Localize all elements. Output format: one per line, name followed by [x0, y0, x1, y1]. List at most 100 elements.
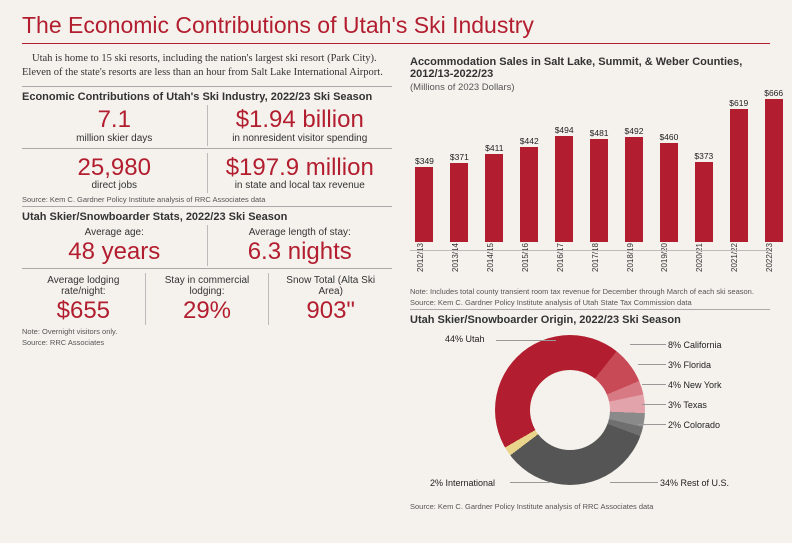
bar-column: $6192021/22: [724, 98, 753, 251]
bar-column: $4602019/20: [654, 132, 683, 251]
donut-leader-line: [510, 482, 550, 483]
bar-column: $3712013/14: [445, 152, 474, 252]
bar-column: $3732020/21: [689, 151, 718, 251]
donut-leader-line: [638, 424, 666, 425]
stat-value: 903": [273, 298, 388, 323]
page-title: The Economic Contributions of Utah's Ski…: [22, 12, 770, 39]
donut-label: 4% New York: [668, 380, 722, 390]
stat-top-label: Average length of stay:: [212, 227, 389, 238]
bar: [590, 139, 608, 242]
stats-source: Source: RRC Associates: [22, 338, 392, 347]
bar-column: $3492012/13: [410, 156, 439, 251]
donut-label: 2% Colorado: [668, 420, 720, 430]
donut-leader-line: [638, 364, 666, 365]
bar-column: $4922018/19: [620, 126, 649, 251]
bar-category-label: 2016/17: [556, 243, 565, 272]
bar-value-label: $349: [415, 156, 434, 166]
intro-text: Utah is home to 15 ski resorts, includin…: [22, 52, 392, 80]
econ-source: Source: Kem C. Gardner Policy Institute …: [22, 195, 392, 204]
stat-skier-days: 7.1 million skier days: [22, 105, 207, 145]
right-column: Accommodation Sales in Salt Lake, Summit…: [410, 52, 770, 511]
stat-value: 7.1: [26, 107, 203, 132]
title-rule: [22, 43, 770, 44]
bar-category-label: 2017/18: [591, 243, 600, 272]
bar: [695, 162, 713, 242]
stat-top-label: Snow Total (Alta Ski Area): [273, 275, 388, 297]
bar-value-label: $442: [520, 136, 539, 146]
divider: [22, 148, 392, 149]
columns: Utah is home to 15 ski resorts, includin…: [22, 52, 770, 511]
left-column: Utah is home to 15 ski resorts, includin…: [22, 52, 392, 511]
donut-leader-line: [610, 482, 658, 483]
bar-category-label: 2019/20: [660, 243, 669, 272]
bar-value-label: $460: [659, 132, 678, 142]
bar-category-label: 2012/13: [416, 243, 425, 272]
bar-value-label: $619: [729, 98, 748, 108]
stat-visitor-spending: $1.94 billion in nonresident visitor spe…: [207, 105, 393, 145]
bar-note: Note: Includes total county transient ro…: [410, 287, 770, 296]
econ-row-2: 25,980 direct jobs $197.9 million in sta…: [22, 153, 392, 193]
bar: [730, 109, 748, 242]
bar-column: $4812017/18: [585, 128, 614, 251]
bar-column: $4422015/16: [515, 136, 544, 251]
stat-value: 25,980: [26, 155, 203, 180]
donut-label: 3% Florida: [668, 360, 711, 370]
stat-direct-jobs: 25,980 direct jobs: [22, 153, 207, 193]
donut-heading: Utah Skier/Snowboarder Origin, 2022/23 S…: [410, 314, 770, 326]
stat-tax-revenue: $197.9 million in state and local tax re…: [207, 153, 393, 193]
donut-source: Source: Kem C. Gardner Policy Institute …: [410, 502, 770, 511]
stats-heading: Utah Skier/Snowboarder Stats, 2022/23 Sk…: [22, 211, 392, 223]
donut-leader-line: [630, 344, 666, 345]
bar-axis: [410, 250, 770, 251]
donut-label: 44% Utah: [445, 334, 485, 344]
bar-category-label: 2013/14: [451, 243, 460, 272]
donut-label: 3% Texas: [668, 400, 707, 410]
stat-label: direct jobs: [26, 180, 203, 191]
bar-category-label: 2022/23: [765, 243, 774, 272]
donut-leader-line: [642, 384, 666, 385]
divider: [22, 268, 392, 269]
stat-label: million skier days: [26, 133, 203, 144]
bar: [555, 136, 573, 242]
divider: [410, 309, 770, 310]
donut-leader-line: [642, 404, 666, 405]
bar-heading: Accommodation Sales in Salt Lake, Summit…: [410, 56, 770, 80]
bar-source: Source: Kem C. Gardner Policy Institute …: [410, 298, 770, 307]
bar: [660, 143, 678, 242]
bar-sub: (Millions of 2023 Dollars): [410, 82, 770, 93]
econ-row-1: 7.1 million skier days $1.94 billion in …: [22, 105, 392, 145]
stat-top-label: Stay in commercial lodging:: [150, 275, 265, 297]
bar-category-label: 2021/22: [730, 243, 739, 272]
stat-snow-total: Snow Total (Alta Ski Area) 903": [268, 273, 392, 325]
donut-leader-line: [496, 340, 556, 341]
bar-category-label: 2015/16: [521, 243, 530, 272]
donut-label: 34% Rest of U.S.: [660, 478, 729, 488]
bar-column: $4112014/15: [480, 143, 509, 251]
donut-label: 8% California: [668, 340, 722, 350]
bar-column: $6662022/23: [759, 88, 788, 251]
divider: [22, 86, 392, 87]
bar: [485, 154, 503, 242]
stat-length-stay: Average length of stay: 6.3 nights: [207, 225, 393, 266]
stat-value: 48 years: [26, 239, 203, 264]
bar-column: $4942016/17: [550, 125, 579, 251]
bar-chart: $3492012/13$3712013/14$4112014/15$442201…: [410, 99, 770, 269]
bar: [450, 163, 468, 243]
stats-row-2: Average lodging rate/night: $655 Stay in…: [22, 273, 392, 325]
bar-category-label: 2018/19: [626, 243, 635, 272]
donut-hole: [530, 370, 610, 450]
stat-value: $1.94 billion: [212, 107, 389, 132]
bar-value-label: $494: [555, 125, 574, 135]
stat-avg-age: Average age: 48 years: [22, 225, 207, 266]
bar: [520, 147, 538, 242]
bar-value-label: $371: [450, 152, 469, 162]
stat-value: $197.9 million: [212, 155, 389, 180]
stats-note: Note: Overnight visitors only.: [22, 327, 392, 336]
stat-value: 6.3 nights: [212, 239, 389, 264]
donut-label: 2% International: [430, 478, 495, 488]
bar-value-label: $373: [694, 151, 713, 161]
bar: [765, 99, 783, 242]
stat-top-label: Average age:: [26, 227, 203, 238]
stat-value: 29%: [150, 298, 265, 323]
stat-top-label: Average lodging rate/night:: [26, 275, 141, 297]
